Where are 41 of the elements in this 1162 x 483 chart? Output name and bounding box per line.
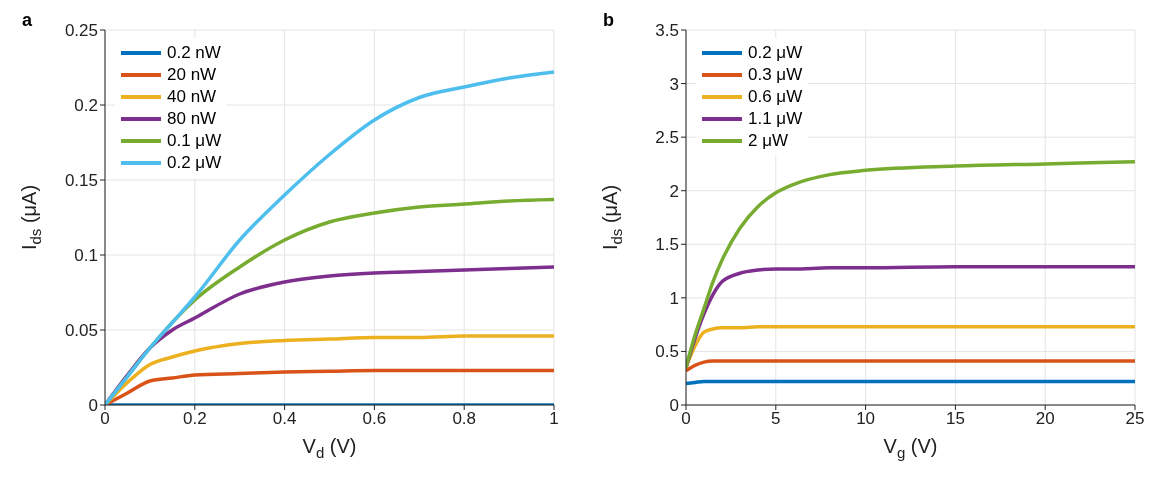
x-tick-label: 0.6	[362, 409, 387, 429]
x-tick-label: 15	[945, 409, 965, 429]
x-tick-label: 5	[771, 409, 781, 429]
y-tick-label: 2.5	[655, 128, 679, 148]
y-tick-label: 1.5	[655, 235, 679, 255]
chart-title: b	[603, 10, 614, 30]
y-tick-label: 0.2	[74, 96, 98, 116]
y-tick-label: 1	[669, 288, 679, 308]
x-tick-label: 10	[856, 409, 876, 429]
x-tick-label: 1	[549, 409, 559, 429]
chart-title: a	[22, 10, 33, 30]
x-axis-title: V$_{d}$ (V)	[302, 435, 357, 461]
x-tick-label: 25	[1125, 409, 1145, 429]
y-tick-label: 0.15	[64, 171, 98, 191]
line-series	[686, 160, 1135, 370]
y-tick-label: 3.5	[655, 21, 679, 41]
legend-label: 1.1 μW	[748, 108, 803, 130]
y-tick-label: 0.05	[64, 321, 98, 341]
legend-label: 80 nW	[167, 108, 217, 130]
line-series	[686, 359, 1135, 373]
x-tick-label: 0.2	[182, 409, 207, 429]
legend-label: 20 nW	[167, 64, 217, 86]
legend-label: 0.2 nW	[167, 42, 221, 64]
legend-label: 0.2 μW	[748, 42, 803, 64]
y-tick-label: 0.5	[655, 342, 679, 362]
legend-label: 0.3 μW	[748, 64, 803, 86]
y-tick-label: 0	[88, 396, 98, 416]
y-tick-label: 0.25	[64, 21, 98, 41]
y-tick-label: 0.1	[74, 246, 98, 266]
legend-label: 2 μW	[748, 130, 789, 152]
x-tick-label: 0.8	[452, 409, 477, 429]
y-tick-label: 2	[669, 181, 679, 201]
legend-label: 0.2 μW	[167, 152, 222, 174]
legend-label: 0.1 μW	[167, 130, 222, 152]
legend-label: 40 nW	[167, 86, 217, 108]
x-axis-title: V$_{g}$ (V)	[883, 435, 938, 461]
y-tick-label: 0	[669, 396, 679, 416]
x-tick-label: 20	[1035, 409, 1055, 429]
legend-label: 0.6 μW	[748, 86, 803, 108]
y-tick-label: 3	[669, 74, 679, 94]
x-tick-label: 0.4	[272, 409, 297, 429]
